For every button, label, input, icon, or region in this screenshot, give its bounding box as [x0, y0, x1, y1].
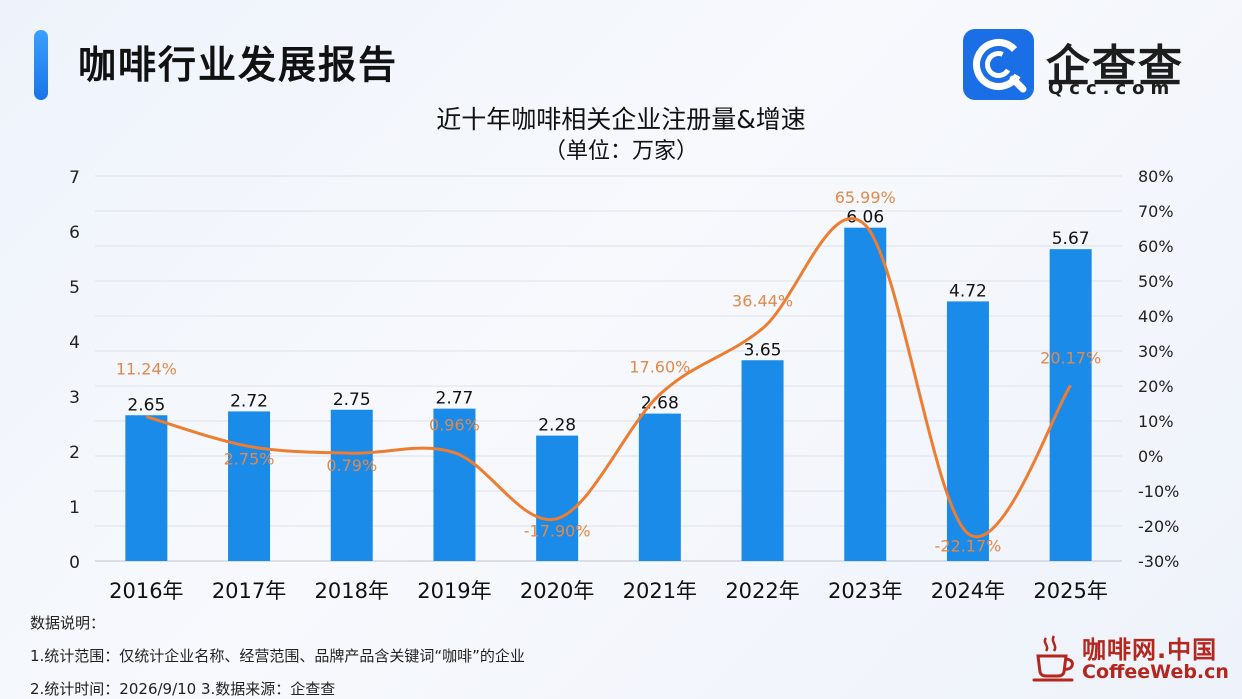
x-tick-label: 2023年: [828, 579, 902, 603]
x-tick-label: 2018年: [315, 579, 389, 603]
growth-rate-label: 2.75%: [224, 449, 275, 468]
watermark-name: 咖啡网.中国: [1082, 636, 1218, 664]
y-right-tick-label: 40%: [1138, 307, 1174, 326]
x-tick-label: 2020年: [520, 579, 594, 603]
x-tick-label: 2021年: [623, 579, 697, 603]
bar: [536, 435, 579, 561]
y-left-tick-label: 2: [69, 443, 80, 463]
bar: [638, 413, 681, 561]
logo-domain: Qcc.com: [1048, 78, 1176, 99]
y-right-tick-label: 50%: [1138, 272, 1174, 291]
x-tick-label: 2017年: [212, 579, 286, 603]
report-title: 咖啡行业发展报告: [78, 43, 399, 87]
bar-value-label: 4.72: [949, 281, 987, 301]
growth-rate-label: 65.99%: [835, 188, 896, 207]
y-right-tick-label: 70%: [1138, 202, 1174, 221]
bar-value-label: 6.06: [846, 208, 884, 228]
x-tick-label: 2016年: [109, 579, 183, 603]
watermark-domain: CoffeeWeb.cn: [1082, 661, 1229, 683]
growth-rate-label: -17.90%: [524, 522, 591, 541]
notes-line-1: 1.统计范围：仅统计企业名称、经营范围、品牌产品含关键词“咖啡”的企业: [30, 647, 525, 665]
y-left-tick-label: 1: [69, 498, 80, 518]
bar-value-label: 2.72: [230, 391, 268, 411]
growth-rate-line: [145, 217, 1072, 539]
y-left-tick-label: 4: [69, 333, 80, 353]
bar: [433, 408, 476, 561]
y-right-tick-label: 20%: [1138, 377, 1174, 396]
bar: [1049, 249, 1092, 561]
growth-rate-label: 17.60%: [629, 357, 690, 376]
bar-value-label: 2.65: [127, 395, 165, 415]
bar: [741, 360, 784, 561]
bar: [844, 227, 887, 561]
y-right-tick-label: 30%: [1138, 342, 1174, 361]
growth-rate-label: -22.17%: [935, 537, 1002, 556]
x-tick-label: 2024年: [931, 579, 1005, 603]
y-right-tick-label: 0%: [1138, 447, 1163, 466]
bar: [330, 409, 373, 561]
bar-value-label: 3.65: [744, 340, 782, 360]
logo-name: 企查查: [1046, 41, 1184, 92]
x-tick-label: 2025年: [1033, 579, 1107, 603]
bar: [946, 301, 989, 561]
notes-line-2: 2.统计时间：2026/9/10 3.数据来源：企查查: [30, 680, 336, 698]
chart-title: 近十年咖啡相关企业注册量&增速: [436, 105, 806, 134]
y-left-tick-label: 5: [69, 278, 80, 298]
x-tick-label: 2019年: [417, 579, 491, 603]
bar-value-label: 2.77: [436, 389, 474, 409]
growth-rate-label: 36.44%: [732, 291, 793, 310]
y-left-tick-label: 0: [69, 553, 80, 573]
title-accent-bar: [34, 30, 48, 100]
qcc-logo-icon: [963, 29, 1034, 100]
y-right-tick-label: -20%: [1138, 517, 1179, 536]
y-right-tick-label: 10%: [1138, 412, 1174, 431]
growth-rate-label: 20.17%: [1040, 348, 1101, 367]
bar-value-label: 5.67: [1052, 229, 1090, 249]
y-right-tick-label: -30%: [1138, 552, 1179, 571]
y-left-tick-label: 3: [69, 388, 80, 408]
growth-rate-label: 0.79%: [326, 456, 377, 475]
y-right-tick-label: 60%: [1138, 237, 1174, 256]
y-right-tick-label: -10%: [1138, 482, 1179, 501]
bar-value-label: 2.75: [333, 390, 371, 410]
y-left-tick-label: 6: [69, 223, 80, 243]
bar-value-label: 2.28: [538, 416, 576, 436]
growth-rate-label: 0.96%: [429, 416, 480, 435]
bar-value-label: 2.68: [641, 394, 679, 414]
notes-heading: 数据说明：: [30, 614, 106, 632]
chart-unit: （单位：万家）: [543, 139, 698, 164]
bar: [125, 415, 168, 561]
growth-rate-label: 11.24%: [116, 360, 177, 379]
y-right-tick-label: 80%: [1138, 167, 1174, 186]
bar: [228, 411, 271, 561]
x-tick-label: 2022年: [725, 579, 799, 603]
coffee-cup-icon: [1032, 634, 1076, 688]
y-left-tick-label: 7: [69, 168, 80, 188]
